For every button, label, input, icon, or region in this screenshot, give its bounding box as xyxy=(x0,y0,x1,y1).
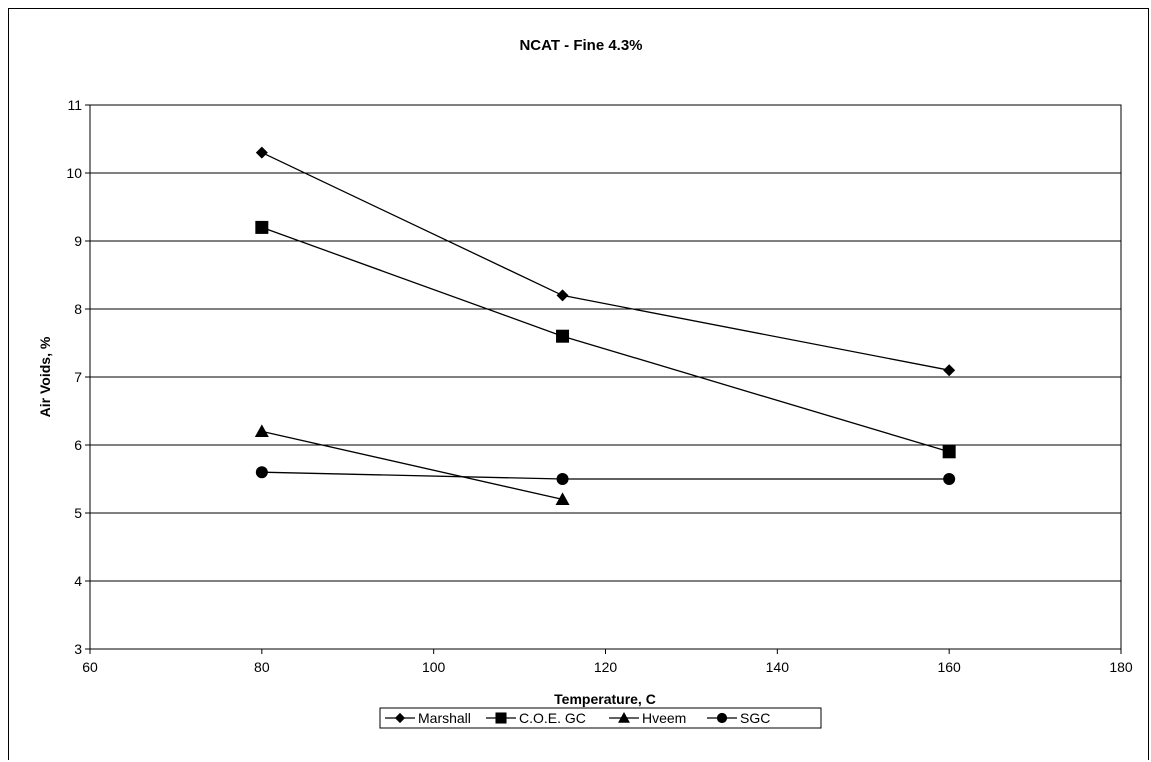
legend-item: Marshall xyxy=(385,710,471,726)
x-axis-ticks: 60 80 100 120 140 160 180 xyxy=(82,649,1133,675)
coe-gc-point xyxy=(942,445,956,459)
y-tick-label: 5 xyxy=(74,505,82,521)
legend-box xyxy=(379,707,822,729)
chart-title: NCAT - Fine 4.3% xyxy=(519,37,642,54)
series-marshall xyxy=(255,146,956,377)
x-tick-label: 80 xyxy=(254,659,270,675)
legend-label: Marshall xyxy=(418,710,471,726)
hveem-point xyxy=(254,424,269,437)
series-line xyxy=(261,226,950,453)
x-tick-label: 100 xyxy=(422,659,446,675)
chart-frame xyxy=(8,8,1149,760)
x-axis-title: Temperature, C xyxy=(554,691,656,707)
y-tick-label: 3 xyxy=(74,641,82,657)
x-tick-label: 180 xyxy=(1109,659,1133,675)
y-tick-label: 6 xyxy=(74,437,82,453)
legend-item: C.O.E. GC xyxy=(486,710,586,726)
legend-label: SGC xyxy=(740,710,770,726)
y-tick-label: 10 xyxy=(66,165,82,181)
marshall-point xyxy=(943,364,956,377)
sgc-point xyxy=(716,712,728,724)
sgc-point xyxy=(943,473,956,485)
y-tick-label: 4 xyxy=(74,573,82,589)
series-c-o-e-gc xyxy=(255,220,956,459)
x-tick-label: 140 xyxy=(766,659,790,675)
y-axis-title: Air Voids, % xyxy=(37,336,53,417)
y-axis-ticks: 3 4 5 6 7 8 9 10 11 xyxy=(66,97,90,657)
series-hveem xyxy=(254,424,570,505)
marshall-point xyxy=(556,289,569,302)
hveem-point xyxy=(555,492,570,505)
coe-gc-point xyxy=(255,220,269,234)
x-tick-label: 60 xyxy=(82,659,98,675)
series-sgc xyxy=(255,466,956,485)
series-line xyxy=(261,152,950,371)
gridlines xyxy=(90,104,1121,650)
sgc-point xyxy=(556,473,569,485)
y-tick-label: 9 xyxy=(74,233,82,249)
x-tick-label: 160 xyxy=(937,659,961,675)
marshall-point xyxy=(394,712,406,724)
x-tick-label: 120 xyxy=(594,659,618,675)
y-tick-label: 11 xyxy=(67,97,82,113)
series-line xyxy=(261,430,563,501)
coe-gc-point xyxy=(556,329,570,343)
coe-gc-point xyxy=(495,712,507,724)
legend-label: C.O.E. GC xyxy=(519,710,586,726)
marshall-point xyxy=(255,146,268,159)
y-tick-label: 8 xyxy=(74,301,82,317)
legend-item: Hveem xyxy=(609,710,686,726)
hveem-point xyxy=(618,712,630,723)
series-group xyxy=(254,146,956,505)
sgc-point xyxy=(255,466,268,479)
legend-item: SGC xyxy=(707,710,770,726)
legend: Marshall C.O.E. GC Hveem SGC xyxy=(379,707,822,729)
series-line xyxy=(261,471,950,480)
legend-label: Hveem xyxy=(642,710,686,726)
y-tick-label: 7 xyxy=(74,369,82,385)
